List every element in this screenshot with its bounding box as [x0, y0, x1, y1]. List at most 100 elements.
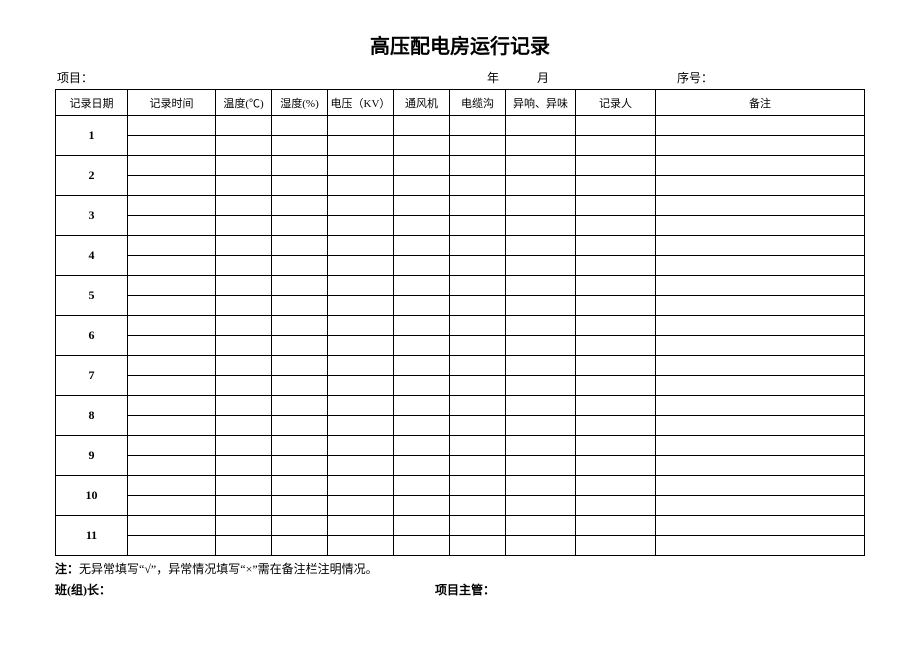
cell — [576, 176, 656, 196]
note-label: 注： — [55, 562, 79, 576]
cell — [506, 496, 576, 516]
col-volt: 电压（KV） — [328, 90, 394, 116]
cell — [394, 136, 450, 156]
cell — [216, 316, 272, 336]
cell — [272, 536, 328, 556]
cell — [656, 236, 865, 256]
col-cable: 电缆沟 — [450, 90, 506, 116]
cell — [656, 176, 865, 196]
cell — [450, 436, 506, 456]
cell — [656, 496, 865, 516]
cell — [506, 336, 576, 356]
cell — [394, 396, 450, 416]
cell — [128, 336, 216, 356]
cell — [576, 476, 656, 496]
cell — [216, 416, 272, 436]
cell — [272, 336, 328, 356]
cell — [656, 296, 865, 316]
cell — [506, 236, 576, 256]
cell — [394, 216, 450, 236]
cell — [656, 216, 865, 236]
table-row — [56, 256, 865, 276]
cell — [128, 456, 216, 476]
cell — [506, 176, 576, 196]
cell — [656, 376, 865, 396]
cell — [272, 156, 328, 176]
cell — [450, 316, 506, 336]
row-number: 2 — [56, 156, 128, 196]
cell — [450, 476, 506, 496]
cell — [128, 196, 216, 216]
cell — [394, 156, 450, 176]
cell — [128, 476, 216, 496]
cell — [394, 256, 450, 276]
row-number: 5 — [56, 276, 128, 316]
cell — [506, 316, 576, 336]
cell — [506, 156, 576, 176]
cell — [328, 116, 394, 136]
cell — [216, 376, 272, 396]
cell — [576, 316, 656, 336]
table-row: 2 — [56, 156, 865, 176]
col-time: 记录时间 — [128, 90, 216, 116]
cell — [216, 356, 272, 376]
cell — [506, 136, 576, 156]
cell — [216, 396, 272, 416]
cell — [656, 156, 865, 176]
cell — [656, 136, 865, 156]
cell — [328, 376, 394, 396]
cell — [394, 516, 450, 536]
cell — [656, 196, 865, 216]
cell — [272, 376, 328, 396]
cell — [216, 216, 272, 236]
cell — [656, 116, 865, 136]
cell — [216, 196, 272, 216]
cell — [450, 376, 506, 396]
form-title: 高压配电房运行记录 — [55, 30, 865, 59]
cell — [576, 336, 656, 356]
cell — [328, 516, 394, 536]
table-row — [56, 376, 865, 396]
row-number: 3 — [56, 196, 128, 236]
cell — [450, 136, 506, 156]
cell — [128, 316, 216, 336]
cell — [216, 136, 272, 156]
cell — [328, 476, 394, 496]
table-row — [56, 496, 865, 516]
cell — [272, 436, 328, 456]
cell — [128, 496, 216, 516]
table-row — [56, 456, 865, 476]
row-number: 7 — [56, 356, 128, 396]
cell — [576, 156, 656, 176]
row-number: 10 — [56, 476, 128, 516]
cell — [328, 236, 394, 256]
cell — [656, 416, 865, 436]
table-row — [56, 536, 865, 556]
cell — [328, 136, 394, 156]
manager-label: 项目主管： — [435, 581, 865, 598]
col-temp: 温度(℃) — [216, 90, 272, 116]
cell — [656, 436, 865, 456]
cell — [216, 276, 272, 296]
cell — [328, 256, 394, 276]
cell — [656, 276, 865, 296]
cell — [272, 476, 328, 496]
row-number: 1 — [56, 116, 128, 156]
cell — [216, 176, 272, 196]
cell — [506, 216, 576, 236]
cell — [656, 316, 865, 336]
cell — [216, 436, 272, 456]
cell — [576, 276, 656, 296]
cell — [272, 496, 328, 516]
cell — [394, 416, 450, 436]
cell — [394, 196, 450, 216]
cell — [272, 276, 328, 296]
cell — [328, 276, 394, 296]
cell — [576, 236, 656, 256]
cell — [576, 216, 656, 236]
cell — [272, 136, 328, 156]
cell — [394, 476, 450, 496]
cell — [272, 216, 328, 236]
cell — [576, 376, 656, 396]
cell — [506, 256, 576, 276]
